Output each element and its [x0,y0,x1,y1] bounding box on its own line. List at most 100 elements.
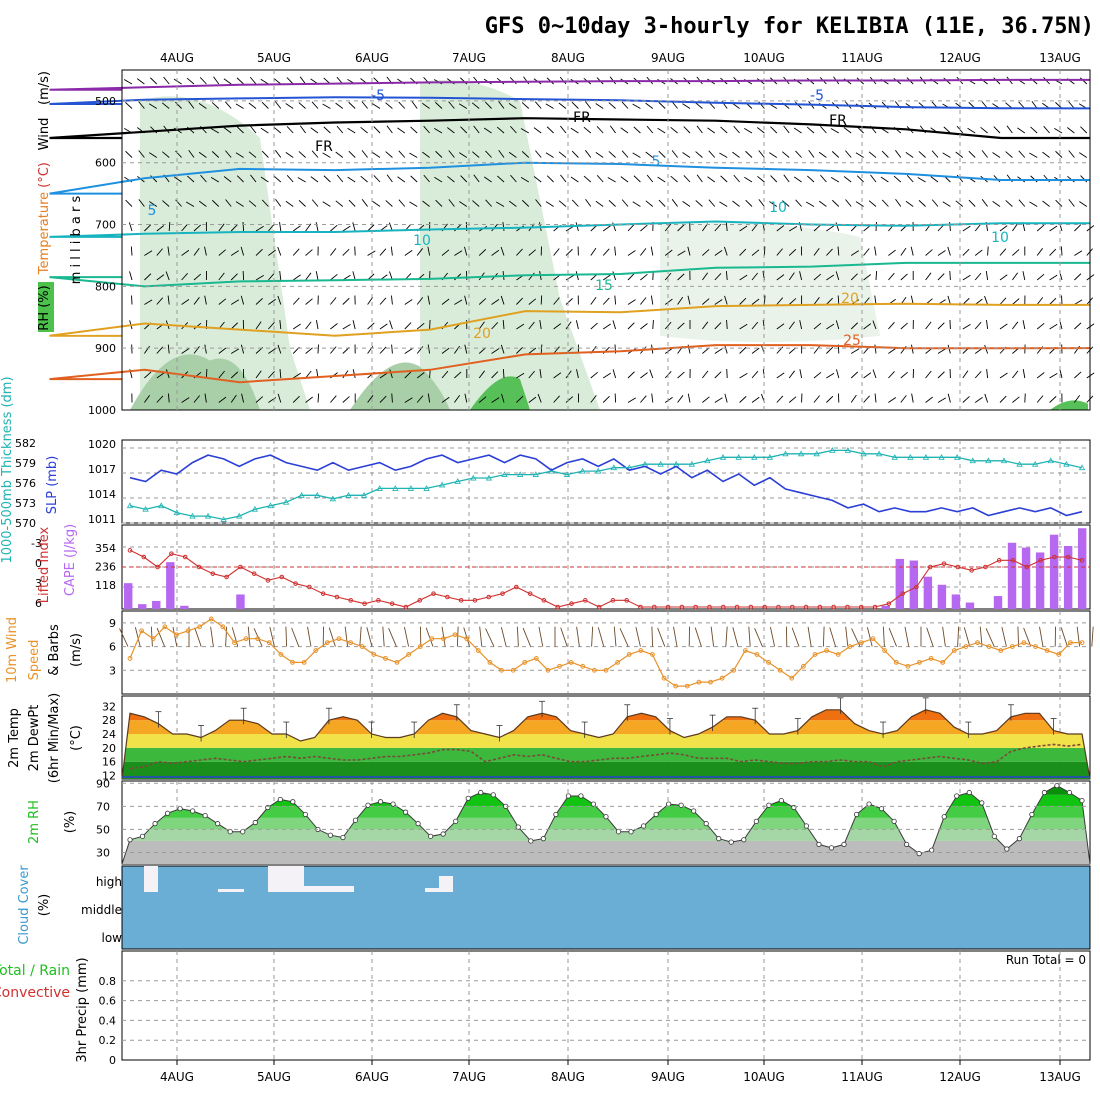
wind-barb [277,295,282,305]
wind-barb [826,297,833,305]
wind-barb [236,126,244,134]
wind-barb [596,126,604,134]
wind-barb [286,126,294,134]
wind-barb [398,199,406,207]
wind-barb [422,102,430,109]
wind-barb [702,396,710,403]
wind-barb [788,298,797,305]
wind-barb [545,152,554,158]
wind-barb [181,249,190,256]
wind-barb [702,370,709,379]
wind-barb [188,101,195,109]
wind-barb [285,151,294,158]
wind-barb [498,149,505,158]
wind-barb [299,125,306,134]
wind-barb [818,151,827,158]
wind-side-label: Wind [37,118,52,151]
wind-barb [875,270,878,281]
wind-barb [900,247,907,256]
wind-barb [520,176,530,183]
wind-barb [992,200,1001,207]
wind-barb [211,151,220,158]
wind-barb [1074,394,1081,403]
wind-barb [230,348,240,354]
wind-barb [491,249,500,256]
wind-barb [1017,127,1026,134]
wind-barb [130,246,133,256]
wind-barb [230,299,240,305]
wind-barb-10m [366,627,373,647]
wind-barb [537,393,542,403]
wind-barb [553,323,562,330]
cloud-level-label: low [102,931,123,945]
wind-barb [510,174,517,183]
precip-tick: 0.6 [99,995,117,1008]
precip-tick: 0.2 [99,1034,117,1047]
wind-barb [872,369,877,379]
wind-barb [609,125,616,134]
li-tick: 6 [35,597,42,610]
wind-barb [500,344,505,354]
wind10-frame [121,610,1091,695]
rh-marker [916,851,922,857]
wind-barb [621,199,629,207]
wind-barb-10m [1091,626,1094,647]
rh-marker [465,795,471,801]
cloud-gap [304,886,354,892]
wind-barb [1074,250,1083,256]
wind-barb [640,372,648,379]
temp-band [122,720,1090,735]
wind-barb [807,175,815,183]
wind-barb [888,272,895,281]
wind-barb [788,321,795,330]
wind-barb [268,397,277,403]
temp-tick: 12 [102,770,116,783]
wind-barb [305,321,312,330]
wind-barb [918,151,926,158]
wind-barb [361,199,368,207]
wind-barb [305,223,312,232]
rh-marker [290,799,296,805]
wind-barb [185,201,195,207]
wind-barb [181,348,190,354]
wind-barb [1022,271,1026,281]
wind-speed-marker [278,652,284,657]
wind-barb [905,151,914,158]
wind-barb [677,296,684,305]
wind-barb [305,347,313,354]
wind-barb-10m [979,626,983,647]
wind-barb [423,125,430,134]
wind-barb [502,319,505,330]
wind-barb [682,152,691,158]
wind-barb [895,150,902,158]
temp-line [121,709,1091,780]
wind-barb [317,393,320,403]
wind-barb-10m [694,627,702,647]
wind-barb [602,225,611,232]
wind-barb [125,199,133,207]
wind-barb [565,274,574,281]
wind-barb [918,200,926,207]
rh-marker [929,847,935,853]
wind-barb [528,272,535,281]
wind-barb [509,77,517,85]
wind-barb [464,246,468,256]
wind-barb [751,272,759,281]
wind-barb-10m [425,627,434,647]
wind-barb [1049,323,1058,330]
wind-barb [751,370,759,379]
wind-barb [900,395,907,403]
wind-barb [714,249,723,256]
date-label-top: 7AUG [452,51,486,65]
rh-marker [1029,811,1035,818]
wind-barb [521,102,530,109]
wind-barb [242,221,245,232]
wind-barb [498,101,505,109]
wind-barb [905,200,914,207]
wind-barb [968,150,976,158]
wind-barb [583,175,592,183]
li-tick: 0 [35,557,42,570]
li-marker [238,564,243,570]
wind-barb [361,150,368,158]
rh-marker [703,821,709,827]
